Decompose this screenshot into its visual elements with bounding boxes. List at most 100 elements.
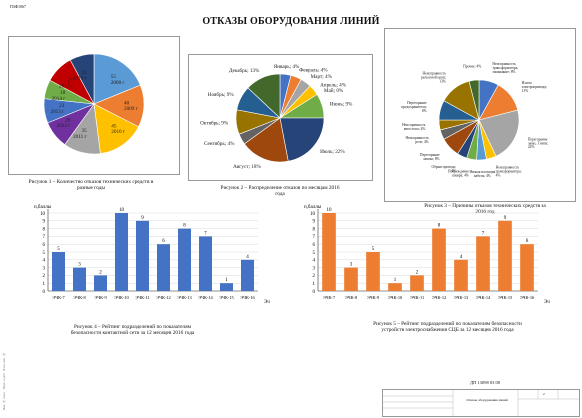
y-tick-label: 2 xyxy=(313,274,316,279)
bar xyxy=(344,267,358,291)
bar xyxy=(322,213,336,291)
bar xyxy=(454,259,468,291)
side-stamp: Инв. № подл. · Подп. и дата · Взам. инв.… xyxy=(2,352,6,410)
pie-slice-label: Январь; 4% xyxy=(274,64,300,70)
x-tick-label: ЭЧК-15 xyxy=(219,295,234,300)
x-tick-label: ЭЧК-16 xyxy=(240,295,255,300)
y-tick-label: 6 xyxy=(313,243,316,248)
pie-slice-label: Февраль; 4% xyxy=(299,67,328,73)
y-tick-label: 9 xyxy=(313,220,316,225)
pie-slice-label: 23 2016 г xyxy=(73,70,87,82)
bar xyxy=(177,228,192,291)
pie-slice-label: Октябрь; 9% xyxy=(200,120,229,127)
y-axis-label: п,баллы xyxy=(34,205,52,210)
x-tick-label: ЭЧК-16 xyxy=(520,295,535,300)
bar xyxy=(114,213,129,291)
bar-value-label: 7 xyxy=(204,231,207,236)
y-tick-label: 6 xyxy=(43,243,46,248)
y-tick-label: 5 xyxy=(43,251,46,256)
x-tick-label: ЭЧК-8 xyxy=(73,295,86,300)
figure-4-caption: Рисунок 4 – Рейтинг подразделений по пок… xyxy=(70,324,195,337)
pie-slice-label: Июнь; 9% xyxy=(330,101,353,107)
x-tick-label: ЭЧК-14 xyxy=(198,295,213,300)
pie-chart-causes: Неисправность трансформатора, замыкание; 8… xyxy=(401,62,548,178)
pie-slice xyxy=(478,109,520,157)
bar-chart-power-supply: 0 1 2 3 4 5 6 7 8 9 10 п,баллы Эч 10 ЭЧК-7 3 ЭЧК-8 5 ЭЧК-9… xyxy=(304,205,550,305)
y-tick-label: 4 xyxy=(43,259,46,264)
bar xyxy=(51,252,66,291)
pie-slice-label: Излом электропривода; 13% xyxy=(522,81,547,93)
bar-value-label: 9 xyxy=(141,216,144,221)
figure-2-caption: Рисунок 2 – Распределение отказов по мес… xyxy=(220,185,340,198)
x-tick-label: ЭЧК-8 xyxy=(345,295,358,300)
bar xyxy=(476,236,490,291)
figure-5-caption: Рисунок 5 – Рейтинг подразделений по пок… xyxy=(373,321,522,334)
title-block-grid xyxy=(383,390,579,416)
pie-slice xyxy=(93,53,141,105)
bar-value-label: 7 xyxy=(482,231,485,236)
bar-value-label: 3 xyxy=(350,263,353,268)
pie-slice-label: Декабрь; 13% xyxy=(229,67,260,74)
bar xyxy=(72,267,87,291)
bar xyxy=(410,275,424,291)
bar-value-label: 2 xyxy=(99,270,102,275)
pie-slice-label: Июль; 22% xyxy=(320,149,345,155)
x-tick-label: ЭЧК-10 xyxy=(114,295,129,300)
pie-slice-label: Неисправность рельсовой цепи; 13% xyxy=(421,72,446,84)
pie-slice-label: Перегорание предохранителя; 8% xyxy=(401,101,427,113)
y-tick-label: 3 xyxy=(43,266,46,271)
bar xyxy=(498,220,512,291)
pie-slice-label: Перегорание лампы; 8% xyxy=(420,153,440,161)
y-tick-label: 10 xyxy=(310,212,316,217)
bar xyxy=(219,283,234,291)
x-tick-label: ЭЧК-12 xyxy=(156,295,171,300)
bar-value-label: 6 xyxy=(526,239,529,244)
title-block-name: Отказы оборудования линий xyxy=(466,398,508,402)
bar-value-label: 10 xyxy=(119,208,125,213)
bar-value-label: 6 xyxy=(162,239,165,244)
bar xyxy=(198,236,213,291)
pie-slice-label: Неисправность реле; 4% xyxy=(405,136,429,144)
bar-value-label: 1 xyxy=(225,278,228,283)
y-tick-label: 8 xyxy=(43,227,46,232)
bar xyxy=(520,244,534,291)
x-tick-label: ЭЧК-11 xyxy=(135,295,149,300)
x-tick-label: ЭЧК-14 xyxy=(476,295,491,300)
y-tick-label: 7 xyxy=(313,235,316,240)
pie-chart-years: 55 2008 г 40 2009 г 45 2010 г 35 2011 г26 2012 г… xyxy=(43,53,145,155)
bar-value-label: 5 xyxy=(372,247,375,252)
bar xyxy=(366,252,380,291)
pie-slice-label: Апрель; 4% xyxy=(320,83,347,89)
page-title: ОТКАЗЫ ОБОРУДОВАНИЯ ЛИНИЙ xyxy=(202,16,380,27)
x-tick-label: ЭЧК-10 xyxy=(388,295,403,300)
y-axis-label: п,баллы xyxy=(304,205,322,210)
pie-slice xyxy=(468,79,480,121)
y-tick-label: 10 xyxy=(40,212,46,217)
bar-value-label: 4 xyxy=(460,255,463,260)
bar-value-label: 8 xyxy=(183,224,186,229)
bar-chart-contact-network: 0 1 2 3 4 5 6 7 8 9 10 п,баллы Эч 5 ЭЧК-7 3 ЭЧК-8 2 ЭЧК-9 1… xyxy=(34,205,270,305)
bar xyxy=(240,259,255,291)
x-tick-label: ЭЧК-11 xyxy=(410,295,424,300)
bar xyxy=(432,228,446,291)
pie-slice xyxy=(247,73,281,119)
y-tick-label: 4 xyxy=(313,259,316,264)
pie-slice xyxy=(243,117,289,163)
x-tick-label: ЭЧК-12 xyxy=(432,295,447,300)
y-tick-label: 2 xyxy=(43,274,46,279)
pie-slice-label: 35 2011 г xyxy=(73,128,87,140)
pie-slice-label: Неисправность трансформатора; 4% xyxy=(496,166,522,178)
y-tick-label: 7 xyxy=(43,235,46,240)
pie-slice-label: Март; 4% xyxy=(311,74,333,80)
pie-slice-label: 55 2008 г xyxy=(111,74,125,86)
figure-3-frame xyxy=(384,28,576,202)
pie-slice-label: Прочие; 4% xyxy=(463,65,481,69)
x-tick-label: ЭЧК-15 xyxy=(498,295,513,300)
pie-slice-label: 18 2014 г xyxy=(52,90,66,102)
x-axis-label: Эч xyxy=(264,300,270,305)
x-tick-label: ЭЧК-9 xyxy=(367,295,380,300)
bar xyxy=(93,275,108,291)
pie-slice-label: 45 2010 г xyxy=(111,123,125,135)
y-tick-label: 1 xyxy=(313,282,316,287)
bar-value-label: 2 xyxy=(416,270,419,275)
